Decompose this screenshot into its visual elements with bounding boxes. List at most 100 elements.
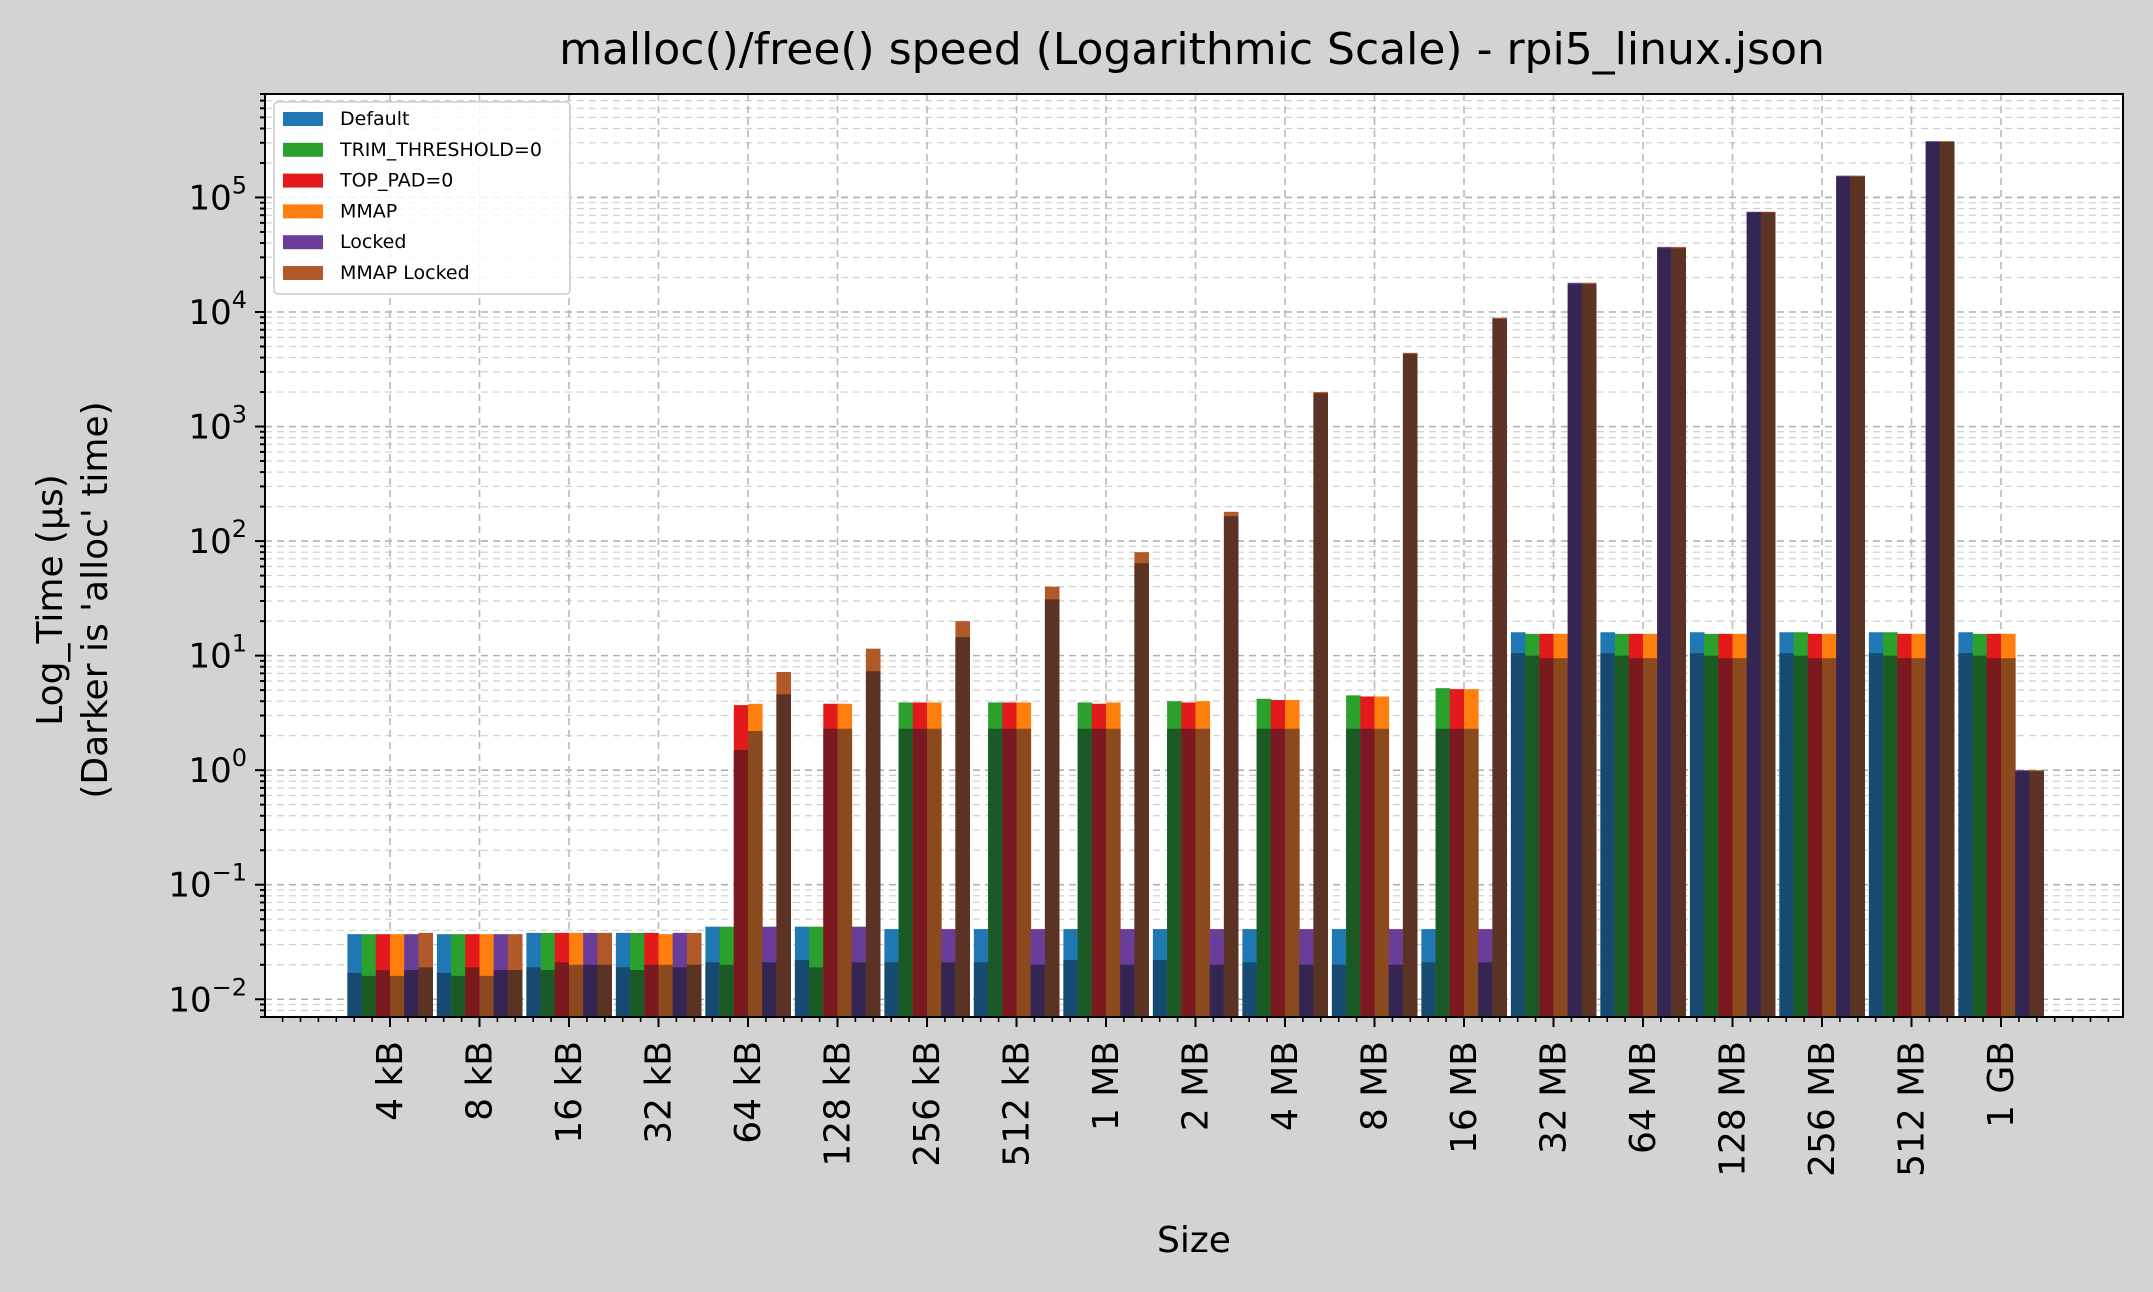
bar-alloc [686,964,702,1017]
y-tick-label: 100 [188,744,247,791]
bar-alloc [1704,655,1719,1017]
bar-alloc [540,970,556,1017]
bar-alloc [1421,962,1436,1017]
bar-alloc [1256,728,1272,1017]
bar-alloc [1567,284,1583,1017]
x-tick-label: 64 MB [1623,1041,1664,1154]
bar-alloc [941,962,956,1017]
bar-alloc [1779,653,1794,1017]
bar-alloc [404,970,419,1017]
legend-swatch [283,266,323,280]
legend-swatch [283,235,323,250]
bar-alloc [630,970,645,1017]
x-tick-label: 1 MB [1086,1041,1127,1131]
bar-alloc [898,728,914,1017]
x-tick-label: 256 MB [1802,1041,1843,1177]
x-tick-label: 512 kB [997,1041,1038,1167]
x-tick-label: 512 MB [1892,1041,1933,1177]
bar-alloc [1850,176,1865,1017]
bar-alloc [955,637,970,1017]
bar-alloc [1883,655,1898,1017]
x-tick-label: 1 GB [1981,1041,2022,1128]
legend-label: TOP_PAD=0 [339,170,453,192]
bar-alloc [1539,658,1554,1017]
bar-alloc [493,970,509,1017]
bar-alloc [1525,655,1540,1017]
bar-alloc [733,749,749,1017]
bar-alloc [1760,212,1776,1017]
bar-alloc [1195,728,1211,1017]
bar-alloc [644,964,659,1017]
legend-swatch [283,204,323,219]
bar-alloc [837,728,853,1017]
bar-alloc [2001,658,2016,1017]
bar-alloc [1002,728,1017,1017]
bar-alloc [794,960,810,1017]
bar-alloc [1868,653,1884,1017]
bar-alloc [583,964,598,1017]
bar-alloc [1718,658,1733,1017]
bar-alloc [1897,658,1912,1017]
bar-alloc [748,730,763,1017]
bar-alloc [1628,658,1644,1017]
bar-alloc [1346,728,1361,1017]
bar-alloc [1746,212,1762,1017]
bar-alloc [1478,962,1493,1017]
y-tick-label: 101 [188,630,247,677]
bar-alloc [1689,653,1705,1017]
bar-alloc [1657,248,1672,1017]
bar-alloc [390,975,405,1017]
bar-alloc [1106,728,1121,1017]
bar-alloc [1939,141,1955,1017]
x-tick-label: 4 MB [1265,1041,1306,1131]
bar-alloc [809,967,824,1017]
bar-alloc [1793,655,1809,1017]
bar-alloc [1134,563,1149,1017]
x-tick-label: 8 MB [1355,1041,1396,1131]
bar-alloc [1911,658,1927,1017]
bar-alloc [1449,728,1465,1017]
bar-alloc [507,970,523,1017]
bar-alloc [569,964,584,1017]
bar-alloc [1270,728,1286,1017]
bar-alloc [1553,658,1569,1017]
legend-label: TRIM_THRESHOLD=0 [339,139,542,161]
bar-alloc [927,728,942,1017]
bar-alloc [973,962,989,1017]
bar-alloc [705,962,720,1017]
bar-alloc [851,962,867,1017]
bar-alloc [1181,728,1196,1017]
bar-alloc [912,728,928,1017]
bar-alloc [479,975,495,1017]
y-tick-label: 10−2 [168,973,247,1020]
bar-alloc [615,967,631,1017]
bar-alloc [762,962,777,1017]
y-tick-label: 10−1 [168,859,247,906]
bar-alloc [1836,176,1851,1017]
bar-alloc [465,967,480,1017]
bar-alloc [1435,728,1451,1017]
bar-alloc [1091,728,1107,1017]
bar-alloc [1492,318,1507,1017]
legend: Default TRIM_THRESHOLD=0 TOP_PAD=0 MMAP Lock… [273,101,571,295]
bar-alloc [865,671,881,1017]
legend-swatch [283,173,323,188]
legend-swatch [283,142,323,157]
bar-alloc [823,728,838,1017]
bar-alloc [1077,728,1093,1017]
x-tick-label: 32 MB [1534,1041,1575,1154]
legend-label: MMAP [340,200,397,222]
bar-alloc [1732,658,1748,1017]
y-tick-label: 103 [188,401,247,448]
bar-alloc [1986,658,2002,1017]
y-tick-label: 102 [188,515,247,562]
x-tick-label: 2 MB [1176,1041,1217,1131]
bar-alloc [1402,353,1418,1018]
bar-alloc [776,694,791,1017]
bar-alloc [1360,728,1375,1017]
bar-alloc [1167,728,1182,1017]
legend-label: Locked [340,231,406,253]
legend-label: Default [340,108,409,130]
bar-alloc [2029,771,2044,1017]
